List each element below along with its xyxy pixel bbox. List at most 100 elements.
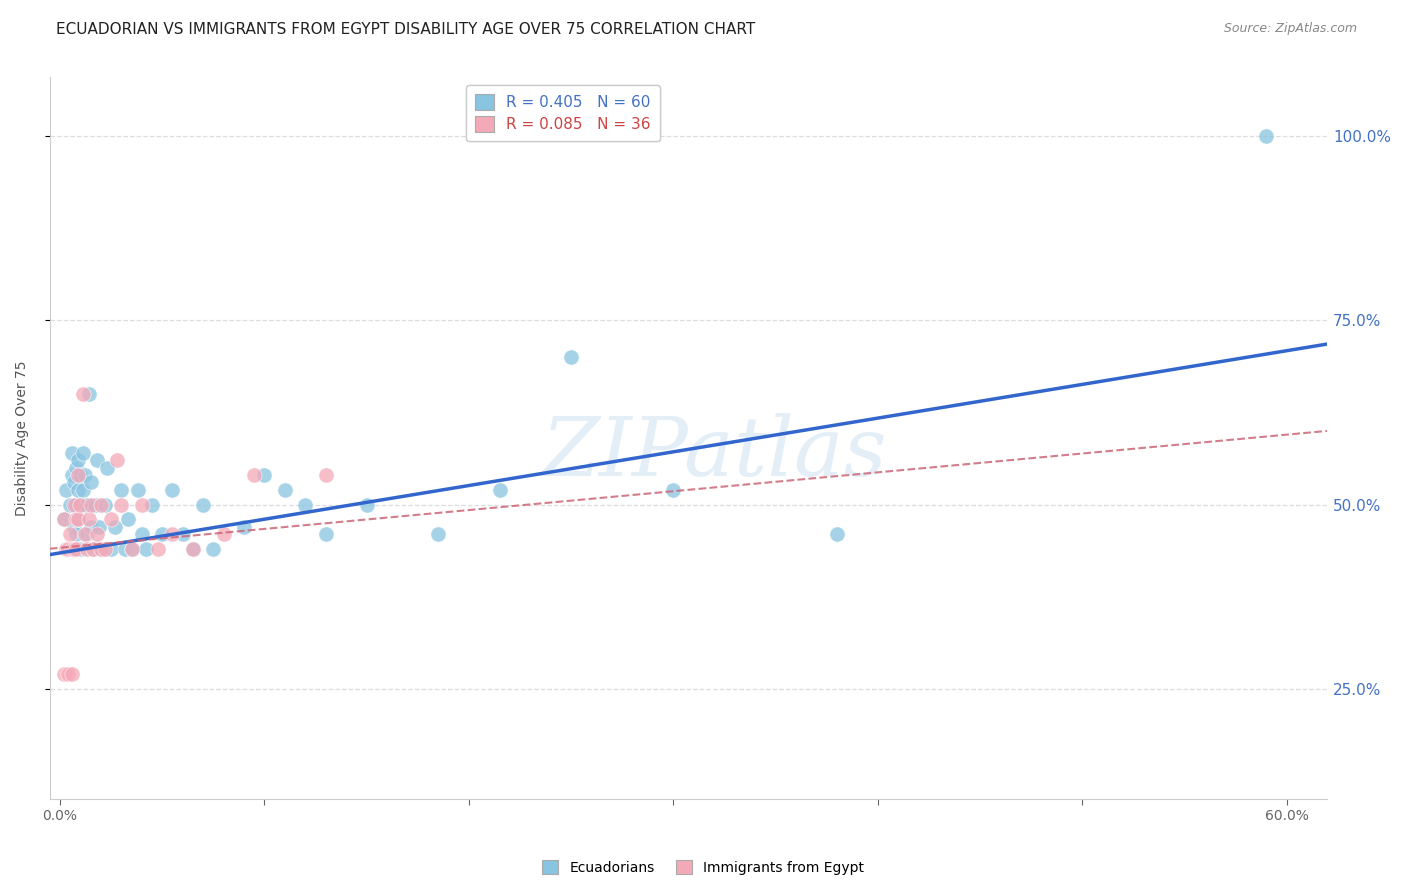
Point — [58, 541, 80, 556]
Point — [162, 483, 184, 497]
Point — [72, 483, 94, 497]
Point — [427, 527, 450, 541]
Point — [59, 498, 82, 512]
Point — [110, 498, 132, 512]
Point — [117, 512, 139, 526]
Point — [104, 519, 127, 533]
Point — [127, 483, 149, 497]
Point — [202, 541, 225, 556]
Point — [67, 512, 90, 526]
Point — [212, 527, 235, 541]
Point — [83, 498, 105, 512]
Point — [233, 519, 256, 533]
Text: ECUADORIAN VS IMMIGRANTS FROM EGYPT DISABILITY AGE OVER 75 CORRELATION CHART: ECUADORIAN VS IMMIGRANTS FROM EGYPT DISA… — [56, 22, 755, 37]
Point — [315, 527, 337, 541]
Point — [76, 541, 98, 556]
Point — [65, 460, 87, 475]
Point — [72, 387, 94, 401]
Point — [69, 498, 91, 512]
Point — [82, 541, 104, 556]
Point — [80, 498, 103, 512]
Y-axis label: Disability Age Over 75: Disability Age Over 75 — [15, 360, 30, 516]
Legend: R = 0.405   N = 60, R = 0.085   N = 36: R = 0.405 N = 60, R = 0.085 N = 36 — [467, 85, 659, 142]
Point — [121, 541, 143, 556]
Point — [53, 512, 76, 526]
Point — [65, 541, 87, 556]
Point — [243, 468, 266, 483]
Point — [274, 483, 297, 497]
Point — [69, 541, 91, 556]
Point — [105, 453, 128, 467]
Point — [67, 468, 90, 483]
Point — [53, 666, 76, 681]
Point — [73, 498, 96, 512]
Point — [80, 475, 103, 490]
Point — [73, 468, 96, 483]
Point — [82, 541, 104, 556]
Point — [69, 498, 91, 512]
Point — [67, 512, 90, 526]
Point — [662, 483, 685, 497]
Point — [65, 512, 87, 526]
Point — [69, 468, 91, 483]
Point — [191, 498, 214, 512]
Point — [181, 541, 204, 556]
Point — [131, 498, 153, 512]
Point — [76, 527, 98, 541]
Point — [150, 527, 173, 541]
Point — [146, 541, 169, 556]
Point — [77, 512, 100, 526]
Point — [1256, 129, 1278, 144]
Point — [90, 541, 112, 556]
Point — [253, 468, 276, 483]
Point — [825, 527, 848, 541]
Point — [141, 498, 163, 512]
Point — [172, 527, 194, 541]
Point — [63, 498, 86, 512]
Point — [65, 527, 87, 541]
Point — [86, 527, 108, 541]
Point — [86, 453, 108, 467]
Point — [162, 527, 184, 541]
Point — [60, 446, 83, 460]
Point — [87, 519, 110, 533]
Point — [55, 483, 77, 497]
Point — [55, 541, 77, 556]
Point — [94, 541, 117, 556]
Point — [63, 475, 86, 490]
Point — [560, 351, 582, 365]
Point — [294, 498, 316, 512]
Point — [59, 527, 82, 541]
Point — [488, 483, 510, 497]
Text: ZIPatlas: ZIPatlas — [541, 413, 887, 492]
Point — [131, 527, 153, 541]
Point — [96, 460, 118, 475]
Point — [58, 666, 80, 681]
Point — [73, 527, 96, 541]
Point — [60, 468, 83, 483]
Point — [90, 498, 112, 512]
Point — [60, 541, 83, 556]
Point — [67, 483, 90, 497]
Point — [60, 666, 83, 681]
Legend: Ecuadorians, Immigrants from Egypt: Ecuadorians, Immigrants from Egypt — [536, 855, 870, 880]
Point — [94, 498, 117, 512]
Point — [114, 541, 136, 556]
Point — [100, 541, 122, 556]
Point — [65, 498, 87, 512]
Point — [63, 519, 86, 533]
Point — [315, 468, 337, 483]
Point — [90, 541, 112, 556]
Point — [77, 387, 100, 401]
Text: Source: ZipAtlas.com: Source: ZipAtlas.com — [1223, 22, 1357, 36]
Point — [53, 512, 76, 526]
Point — [135, 541, 157, 556]
Point — [76, 498, 98, 512]
Point — [63, 541, 86, 556]
Point — [80, 519, 103, 533]
Point — [100, 512, 122, 526]
Point — [110, 483, 132, 497]
Point — [356, 498, 378, 512]
Point — [72, 446, 94, 460]
Point — [121, 541, 143, 556]
